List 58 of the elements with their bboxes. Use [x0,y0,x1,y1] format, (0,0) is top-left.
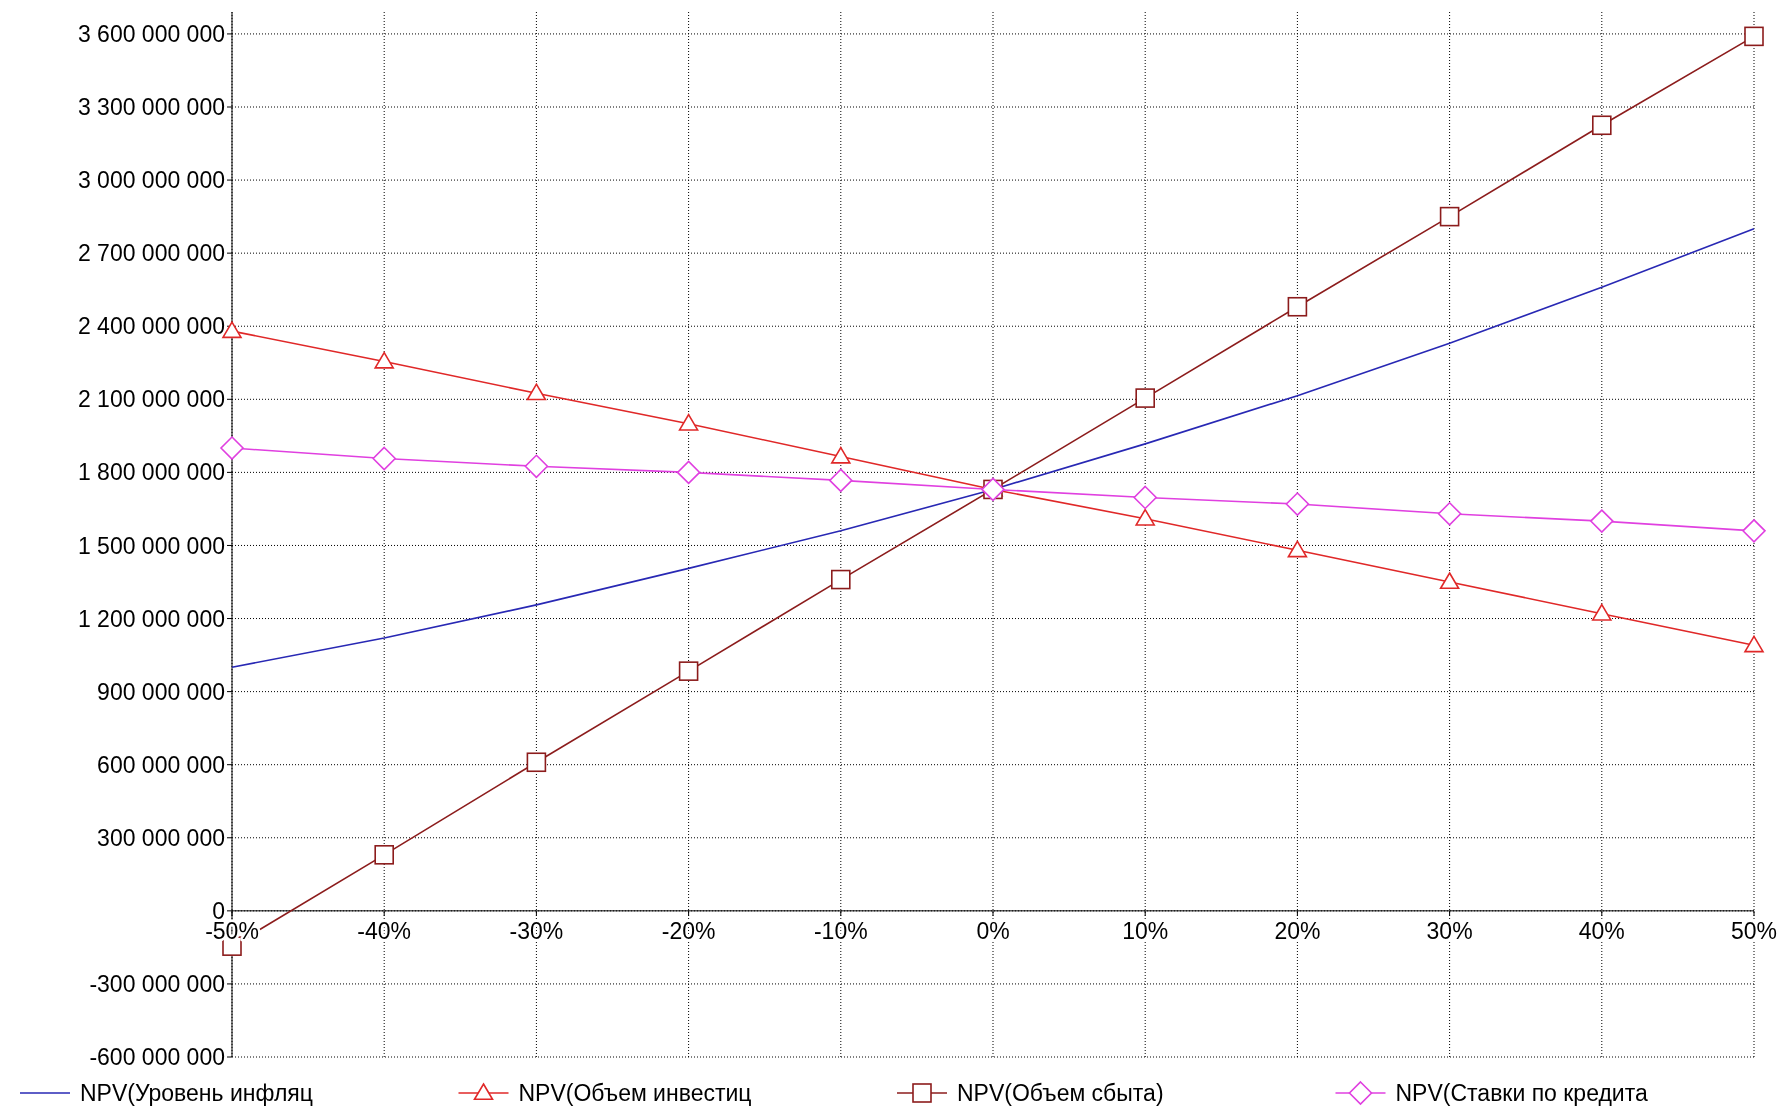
y-tick-label: 3 300 000 000 [77,94,225,121]
point [1439,572,1460,590]
line-series [231,228,1755,669]
x-tick-label: 20% [1274,917,1321,944]
x-tick-label: 10% [1122,917,1169,944]
x-tick-label: 0% [976,917,1010,944]
y-tick-label: 900 000 000 [97,678,225,705]
x-tick-label: 30% [1426,917,1473,944]
y-tick-label: 600 000 000 [97,751,225,778]
point [524,454,549,479]
y-tick-label: 1 500 000 000 [77,532,225,559]
point [372,446,396,471]
point [678,661,699,681]
point [676,460,701,485]
y-tick-label: 2 100 000 000 [77,386,225,413]
y-tick-label: 1 200 000 000 [77,605,225,632]
point [1744,26,1764,47]
point [1287,296,1308,317]
point [1135,388,1155,408]
point [220,436,244,460]
point [1285,492,1310,516]
point [526,383,547,401]
point [829,468,853,493]
point [1590,509,1614,533]
y-tick-label: 3 000 000 000 [77,167,225,194]
y-tick-label: 2 400 000 000 [77,313,225,340]
legend-label: NPV(Ставки по кредита [1395,1080,1648,1107]
point [1439,206,1460,227]
y-tick-label: 3 600 000 000 [77,20,225,47]
legend-label: NPV(Объем сбыта) [957,1080,1164,1107]
y-tick-label: 2 700 000 000 [77,240,225,267]
x-tick-label: -20% [661,917,716,944]
point [1135,508,1155,526]
point [222,321,242,339]
x-tick-label: 40% [1578,917,1625,944]
point [1133,485,1157,510]
point [374,351,394,369]
point [1744,635,1764,653]
point [1592,115,1612,136]
y-tick-label: 1 800 000 000 [77,459,225,486]
point [374,845,394,865]
point [1287,540,1308,558]
point [526,752,547,773]
x-tick-label: -40% [357,917,412,944]
y-tick-label: -300 000 000 [89,970,225,997]
point [1437,501,1462,526]
x-tick-label: -30% [509,917,564,944]
point [831,446,851,464]
legend-label: NPV(Уровень инфляц [80,1080,313,1107]
point [831,569,851,590]
point [678,413,699,431]
legend-label: NPV(Объем инвестиц [518,1080,752,1107]
y-tick-label: 300 000 000 [97,824,225,851]
x-tick-label: 50% [1730,917,1778,944]
point [1592,603,1612,621]
point [1742,519,1766,543]
y-tick-label: -600 000 000 [89,1044,225,1071]
x-tick-label: -10% [813,917,868,944]
